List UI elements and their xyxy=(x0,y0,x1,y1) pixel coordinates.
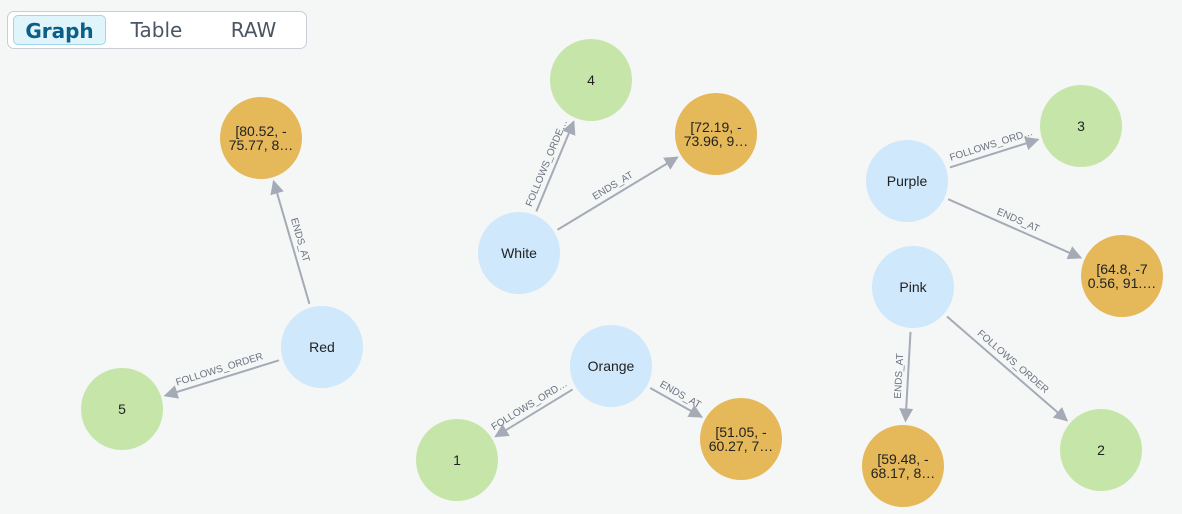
node-circle xyxy=(220,97,302,179)
node-label-line: 68.17, 8… xyxy=(871,465,936,481)
node[interactable]: Pink xyxy=(872,246,954,328)
node-label-line: 3 xyxy=(1077,118,1085,134)
node[interactable]: 4 xyxy=(550,39,632,121)
node[interactable]: [72.19, -73.96, 9… xyxy=(675,93,757,175)
view-tabs: Graph Table RAW xyxy=(7,11,307,49)
node-circle xyxy=(866,140,948,222)
node-label-line: White xyxy=(501,245,537,261)
node[interactable]: White xyxy=(478,212,560,294)
node-circle xyxy=(570,325,652,407)
node-circle xyxy=(478,212,560,294)
tab[interactable]: RAW xyxy=(230,18,277,42)
node-label: 2 xyxy=(1097,442,1105,458)
node-label-line: 4 xyxy=(587,72,595,88)
node-label: Purple xyxy=(887,173,928,189)
node-label-line: [80.52, - xyxy=(235,123,287,139)
node[interactable]: [51.05, -60.27, 7… xyxy=(700,398,782,480)
node-label-line: 1 xyxy=(453,452,461,468)
edge xyxy=(163,359,280,399)
node-label-line: Purple xyxy=(887,173,928,189)
node-label: 1 xyxy=(453,452,461,468)
node-label-line: 75.77, 8… xyxy=(229,137,294,153)
node-label: 4 xyxy=(587,72,595,88)
node-label-line: [51.05, - xyxy=(715,424,767,440)
node[interactable]: Red xyxy=(281,306,363,388)
edge-label: FOLLOWS_ORD… xyxy=(490,378,570,433)
node[interactable]: Orange xyxy=(570,325,652,407)
node-circle xyxy=(675,93,757,175)
node-label-line: 2 xyxy=(1097,442,1105,458)
node-label-line: Orange xyxy=(588,358,635,374)
edge-label: FOLLOWS_ORDE… xyxy=(524,118,570,208)
node-label: [59.48, -68.17, 8… xyxy=(871,451,936,481)
edge xyxy=(494,388,574,438)
edge xyxy=(949,136,1040,169)
node-label: 5 xyxy=(118,401,126,417)
node-label-line: Red xyxy=(309,339,335,355)
node[interactable]: 1 xyxy=(416,419,498,501)
node[interactable]: [59.48, -68.17, 8… xyxy=(862,425,944,507)
node-label-line: Pink xyxy=(899,279,927,295)
node[interactable]: 5 xyxy=(81,368,163,450)
node-label: Orange xyxy=(588,358,635,374)
node-label: Pink xyxy=(899,279,927,295)
node[interactable]: Purple xyxy=(866,140,948,222)
edge xyxy=(649,387,703,418)
node[interactable]: [80.52, -75.77, 8… xyxy=(220,97,302,179)
tab[interactable]: Graph xyxy=(13,15,106,45)
tab[interactable]: Table xyxy=(130,18,183,42)
node-label-line: 0.56, 91.… xyxy=(1088,275,1157,291)
node-label: [51.05, -60.27, 7… xyxy=(709,424,774,454)
node[interactable]: [64.8, -7 0.56, 91.… xyxy=(1081,235,1163,317)
node-circle xyxy=(1081,235,1163,317)
node-circle xyxy=(872,246,954,328)
node-label-line: [64.8, -7 xyxy=(1096,261,1148,277)
node-label: [64.8, -7 0.56, 91.… xyxy=(1088,261,1157,291)
edge xyxy=(899,331,914,423)
node-label: 3 xyxy=(1077,118,1085,134)
node-label: Red xyxy=(309,339,335,355)
node-circle xyxy=(700,398,782,480)
node-label-line: [72.19, - xyxy=(690,119,742,135)
node-label: [72.19, -73.96, 9… xyxy=(684,119,749,149)
edge xyxy=(947,198,1083,260)
edge xyxy=(557,156,679,231)
edge xyxy=(535,120,576,212)
edge xyxy=(270,179,311,305)
edge-label: ENDS_AT xyxy=(893,353,907,399)
node-circle xyxy=(550,39,632,121)
node-circle xyxy=(81,368,163,450)
edge-label: FOLLOWS_ORDER xyxy=(975,328,1051,396)
node-circle xyxy=(862,425,944,507)
node-label-line: [59.48, - xyxy=(877,451,929,467)
node-label-line: 60.27, 7… xyxy=(709,438,774,454)
node-label-line: 73.96, 9… xyxy=(684,133,749,149)
node[interactable]: 3 xyxy=(1040,85,1122,167)
node-label: [80.52, -75.77, 8… xyxy=(229,123,294,153)
node-label-line: 5 xyxy=(118,401,126,417)
node-circle xyxy=(1040,85,1122,167)
node[interactable]: 2 xyxy=(1060,409,1142,491)
node-circle xyxy=(1060,409,1142,491)
edge xyxy=(946,315,1069,422)
node-circle xyxy=(416,419,498,501)
node-label: White xyxy=(501,245,537,261)
node-circle xyxy=(281,306,363,388)
